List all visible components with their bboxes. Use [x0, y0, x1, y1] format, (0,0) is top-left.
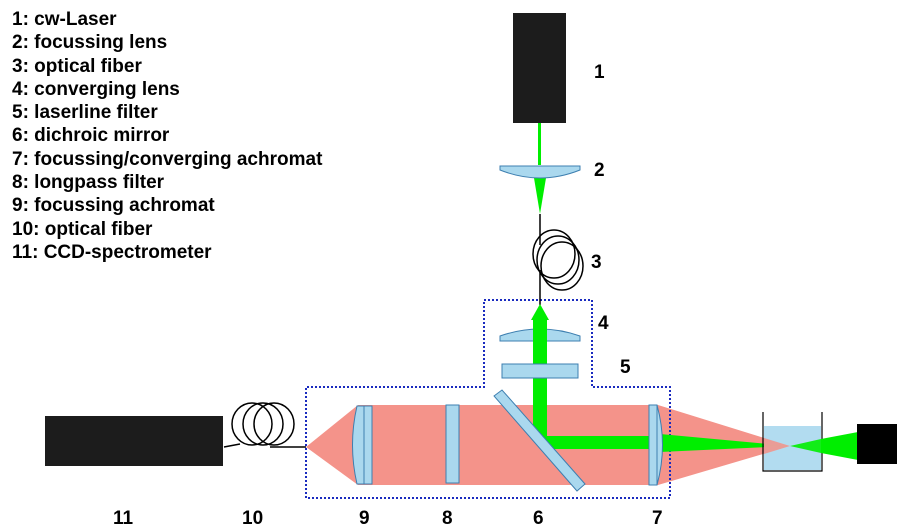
laser-beam-upper [538, 123, 541, 165]
legend-item: 7: focussing/converging achromat [12, 148, 323, 170]
legend-item: 10: optical fiber [12, 218, 153, 240]
label-2: 2 [594, 160, 605, 181]
sample-cuvette [762, 412, 823, 472]
focusing-achromat [352, 405, 373, 485]
beam-dump [857, 424, 897, 464]
cw-laser [513, 13, 566, 123]
legend-item: 2: focussing lens [12, 32, 168, 54]
label-3: 3 [591, 252, 602, 273]
focusing-lens [499, 165, 581, 179]
laserline-filter [501, 363, 579, 379]
label-5: 5 [620, 357, 631, 378]
legend-item: 4: converging lens [12, 78, 180, 100]
legend-item: 1: cw-Laser [12, 9, 117, 30]
laser-beam-focus-sample [660, 434, 790, 452]
label-9: 9 [359, 508, 370, 529]
legend-item: 6: dichroic mirror [12, 125, 170, 147]
laser-beam-focusing [534, 178, 546, 214]
laser-beam-to-sample [540, 436, 660, 449]
signal-beam-focus-left [306, 405, 358, 485]
legend-item: 8: longpass filter [12, 172, 165, 194]
label-6: 6 [533, 508, 544, 529]
label-4: 4 [598, 313, 609, 334]
ccd-spectrometer [45, 416, 223, 466]
housing-outline [305, 299, 671, 499]
label-1: 1 [594, 62, 605, 83]
label-7: 7 [652, 508, 663, 529]
label-10: 10 [242, 508, 263, 529]
dichroic-mirror [493, 389, 586, 492]
legend-item: 3: optical fiber [12, 55, 142, 77]
focusing-converging-achromat [648, 404, 663, 486]
label-11: 11 [113, 508, 134, 529]
longpass-filter [445, 404, 460, 484]
optical-fiber-10-left-lead [223, 443, 241, 448]
legend-item: 11: CCD-spectrometer [12, 241, 212, 263]
laser-beam-collimated [533, 320, 547, 438]
legend-list: 1: cw-Laser 2: focussing lens 3: optical… [12, 8, 322, 264]
laser-beam-transmitted [821, 432, 858, 460]
fiber-coil-upper [532, 229, 584, 291]
legend-item: 9: focussing achromat [12, 195, 215, 217]
fiber-coil-10 [231, 402, 295, 446]
legend-item: 5: laserline filter [12, 102, 158, 124]
label-8: 8 [442, 508, 453, 529]
laser-beam-fiber-output [531, 304, 549, 320]
